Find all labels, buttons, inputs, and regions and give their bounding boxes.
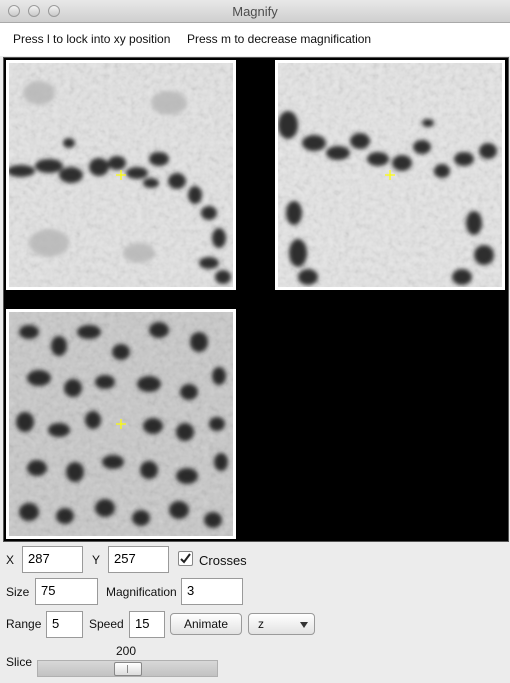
range-field[interactable]: 5 <box>46 611 83 638</box>
speed-label: Speed <box>89 617 124 631</box>
window-title: Magnify <box>232 4 278 19</box>
crosses-checkbox[interactable] <box>178 551 193 566</box>
x-label: X <box>6 553 15 567</box>
range-label: Range <box>6 617 42 631</box>
lock-hint: Press l to lock into xy position <box>13 32 171 46</box>
close-window-icon[interactable] <box>8 5 20 17</box>
magnification-hint: Press m to decrease magnification <box>187 32 372 46</box>
size-field[interactable]: 75 <box>35 578 98 605</box>
magnification-field[interactable]: 3 <box>181 578 243 605</box>
slice-slider[interactable] <box>37 660 218 677</box>
size-label: Size <box>6 585 30 599</box>
crosshair-icon <box>385 170 395 180</box>
checkmark-icon <box>180 553 191 564</box>
speed-field[interactable]: 15 <box>129 611 165 638</box>
image-viewport[interactable] <box>3 57 509 542</box>
title-bar: Magnify <box>0 0 510 23</box>
crosses-label: Crosses <box>199 553 247 568</box>
axis-select[interactable]: z <box>248 613 315 635</box>
crosshair-icon <box>116 419 126 429</box>
axis-select-value: z <box>258 617 264 631</box>
slice-slider-thumb[interactable] <box>114 662 142 676</box>
minimize-window-icon[interactable] <box>28 5 40 17</box>
y-label: Y <box>92 553 101 567</box>
slice-value: 200 <box>116 644 137 658</box>
magnification-label: Magnification <box>106 585 177 599</box>
slice-label: Slice <box>6 655 33 669</box>
xz-view-panel[interactable] <box>275 60 505 290</box>
x-coordinate-field[interactable]: 287 <box>22 546 83 573</box>
yz-view-panel[interactable] <box>6 309 236 539</box>
zoom-window-icon[interactable] <box>48 5 60 17</box>
chevron-down-icon <box>300 622 308 628</box>
animate-button[interactable]: Animate <box>170 613 242 635</box>
crosshair-icon <box>116 170 126 180</box>
y-coordinate-field[interactable]: 257 <box>108 546 169 573</box>
hint-bar: Press l to lock into xy position Press m… <box>0 23 510 56</box>
xy-view-panel[interactable] <box>6 60 236 290</box>
